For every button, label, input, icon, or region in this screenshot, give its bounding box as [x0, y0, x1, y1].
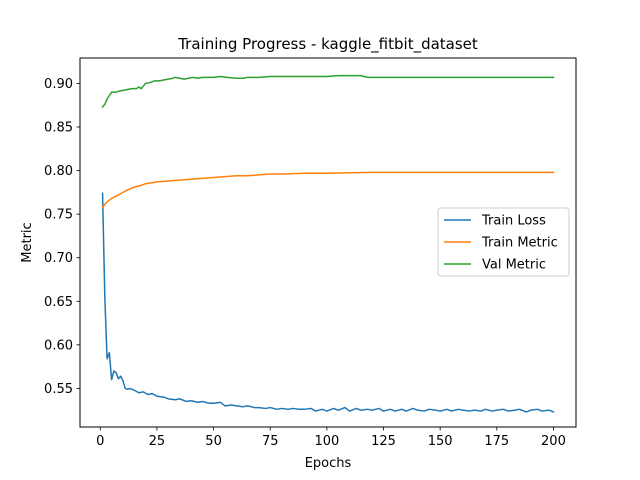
y-tick-label: 0.70 [44, 251, 73, 266]
x-axis-title: Epochs [305, 456, 352, 471]
x-tick-label: 50 [205, 434, 222, 449]
legend-label-val-metric: Val Metric [482, 258, 546, 273]
legend-label-train-loss: Train Loss [481, 214, 546, 229]
legend-box [437, 207, 570, 277]
x-tick-label: 200 [541, 434, 566, 449]
series-layer [101, 74, 555, 413]
axes-frame [79, 57, 577, 428]
legend-label-train-metric: Train Metric [481, 236, 558, 251]
y-tick-label: 0.80 [44, 164, 73, 179]
series-line-val-metric [101, 74, 555, 109]
y-axis: 0.55 0.60 0.65 0.70 0.75 0.80 0.85 0.90 [44, 77, 80, 397]
x-tick-label: 150 [428, 434, 453, 449]
y-axis-title: Metric [20, 222, 35, 262]
x-tick-label: 125 [371, 434, 396, 449]
x-tick-label: 0 [96, 434, 104, 449]
series-line-train-metric [101, 171, 555, 209]
y-tick-label: 0.60 [44, 338, 73, 353]
x-tick-label: 75 [262, 434, 279, 449]
y-tick-label: 0.65 [44, 295, 73, 310]
chart-title: Training Progress - kaggle_fitbit_datase… [177, 35, 478, 54]
y-tick-label: 0.55 [44, 382, 73, 397]
y-tick-label: 0.75 [44, 208, 73, 223]
x-tick-label: 25 [149, 434, 166, 449]
y-tick-label: 0.90 [44, 77, 73, 92]
series-line-train-loss [101, 192, 555, 413]
legend: Train Loss Train Metric Val Metric [437, 207, 570, 277]
x-axis: 0 25 50 75 100 125 150 175 200 [96, 427, 566, 449]
x-tick-label: 100 [314, 434, 339, 449]
x-tick-label: 175 [484, 434, 509, 449]
y-tick-label: 0.85 [44, 121, 73, 136]
